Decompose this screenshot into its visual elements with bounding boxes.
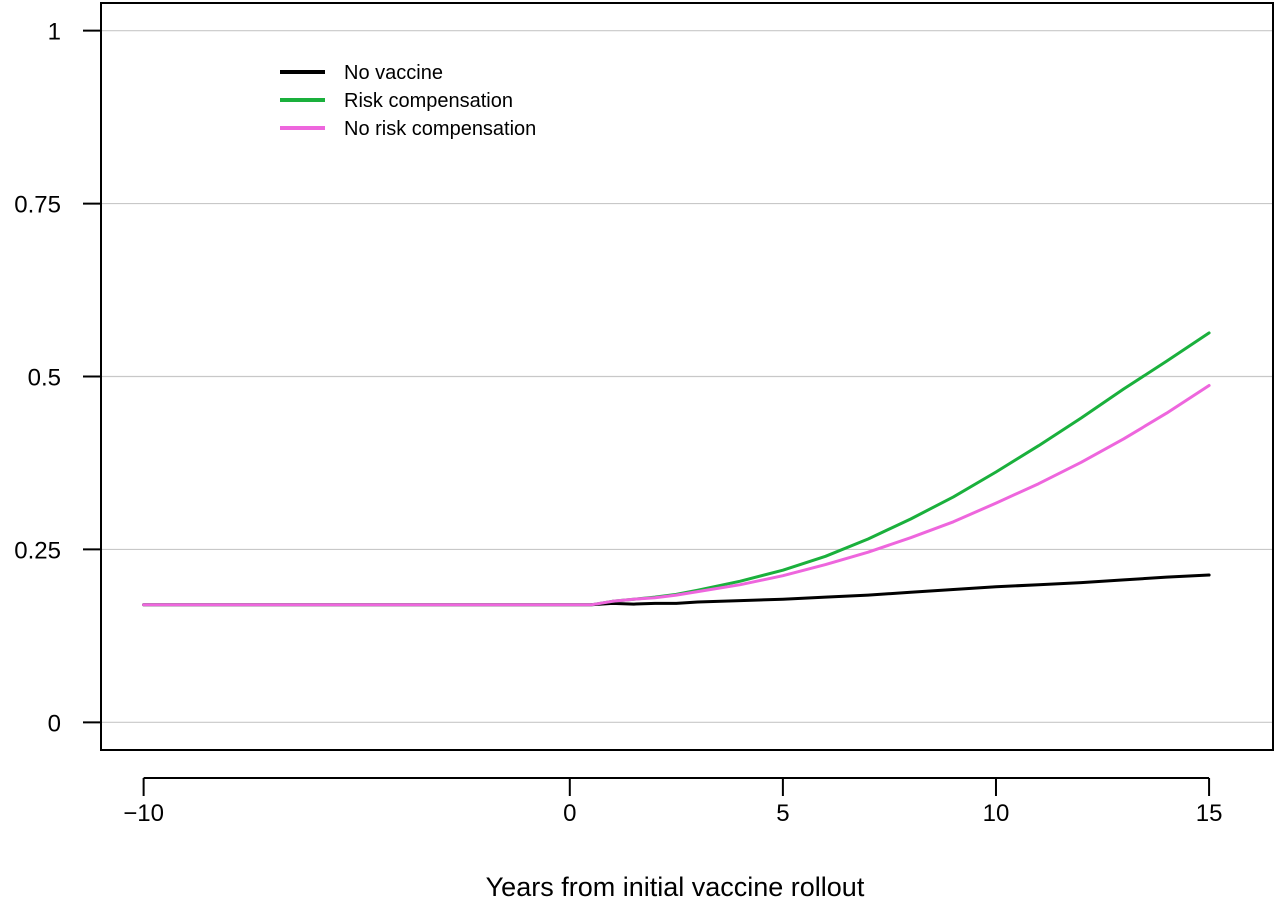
series-line [142, 384, 1211, 607]
y-axis: 0 0.25 0.5 0.75 1 [14, 19, 101, 737]
gridlines [101, 30, 1273, 723]
x-tick-label: 0 [563, 800, 576, 827]
series-lines [142, 331, 1211, 607]
series-line [142, 331, 1211, 607]
legend-label: No risk compensation [344, 118, 536, 140]
series-line [142, 573, 1211, 607]
x-tick-label: 10 [983, 800, 1010, 827]
x-tick-label: −10 [123, 800, 164, 827]
y-tick-label: 0.75 [14, 192, 61, 219]
legend-label: No vaccine [344, 62, 443, 84]
y-tick-label: 0 [48, 710, 61, 737]
y-tick-label: 1 [48, 19, 61, 46]
y-tick-label: 0.5 [28, 365, 61, 392]
legend: No vaccine Risk compensation No risk compe… [280, 62, 536, 140]
y-tick-label: 0.25 [14, 537, 61, 564]
x-tick-label: 5 [776, 800, 789, 827]
x-axis-title: Years from initial vaccine rollout [486, 872, 865, 901]
legend-label: Risk compensation [344, 90, 513, 112]
x-axis: −10 0 5 10 15 [123, 777, 1223, 827]
x-tick-label: 15 [1196, 800, 1223, 827]
